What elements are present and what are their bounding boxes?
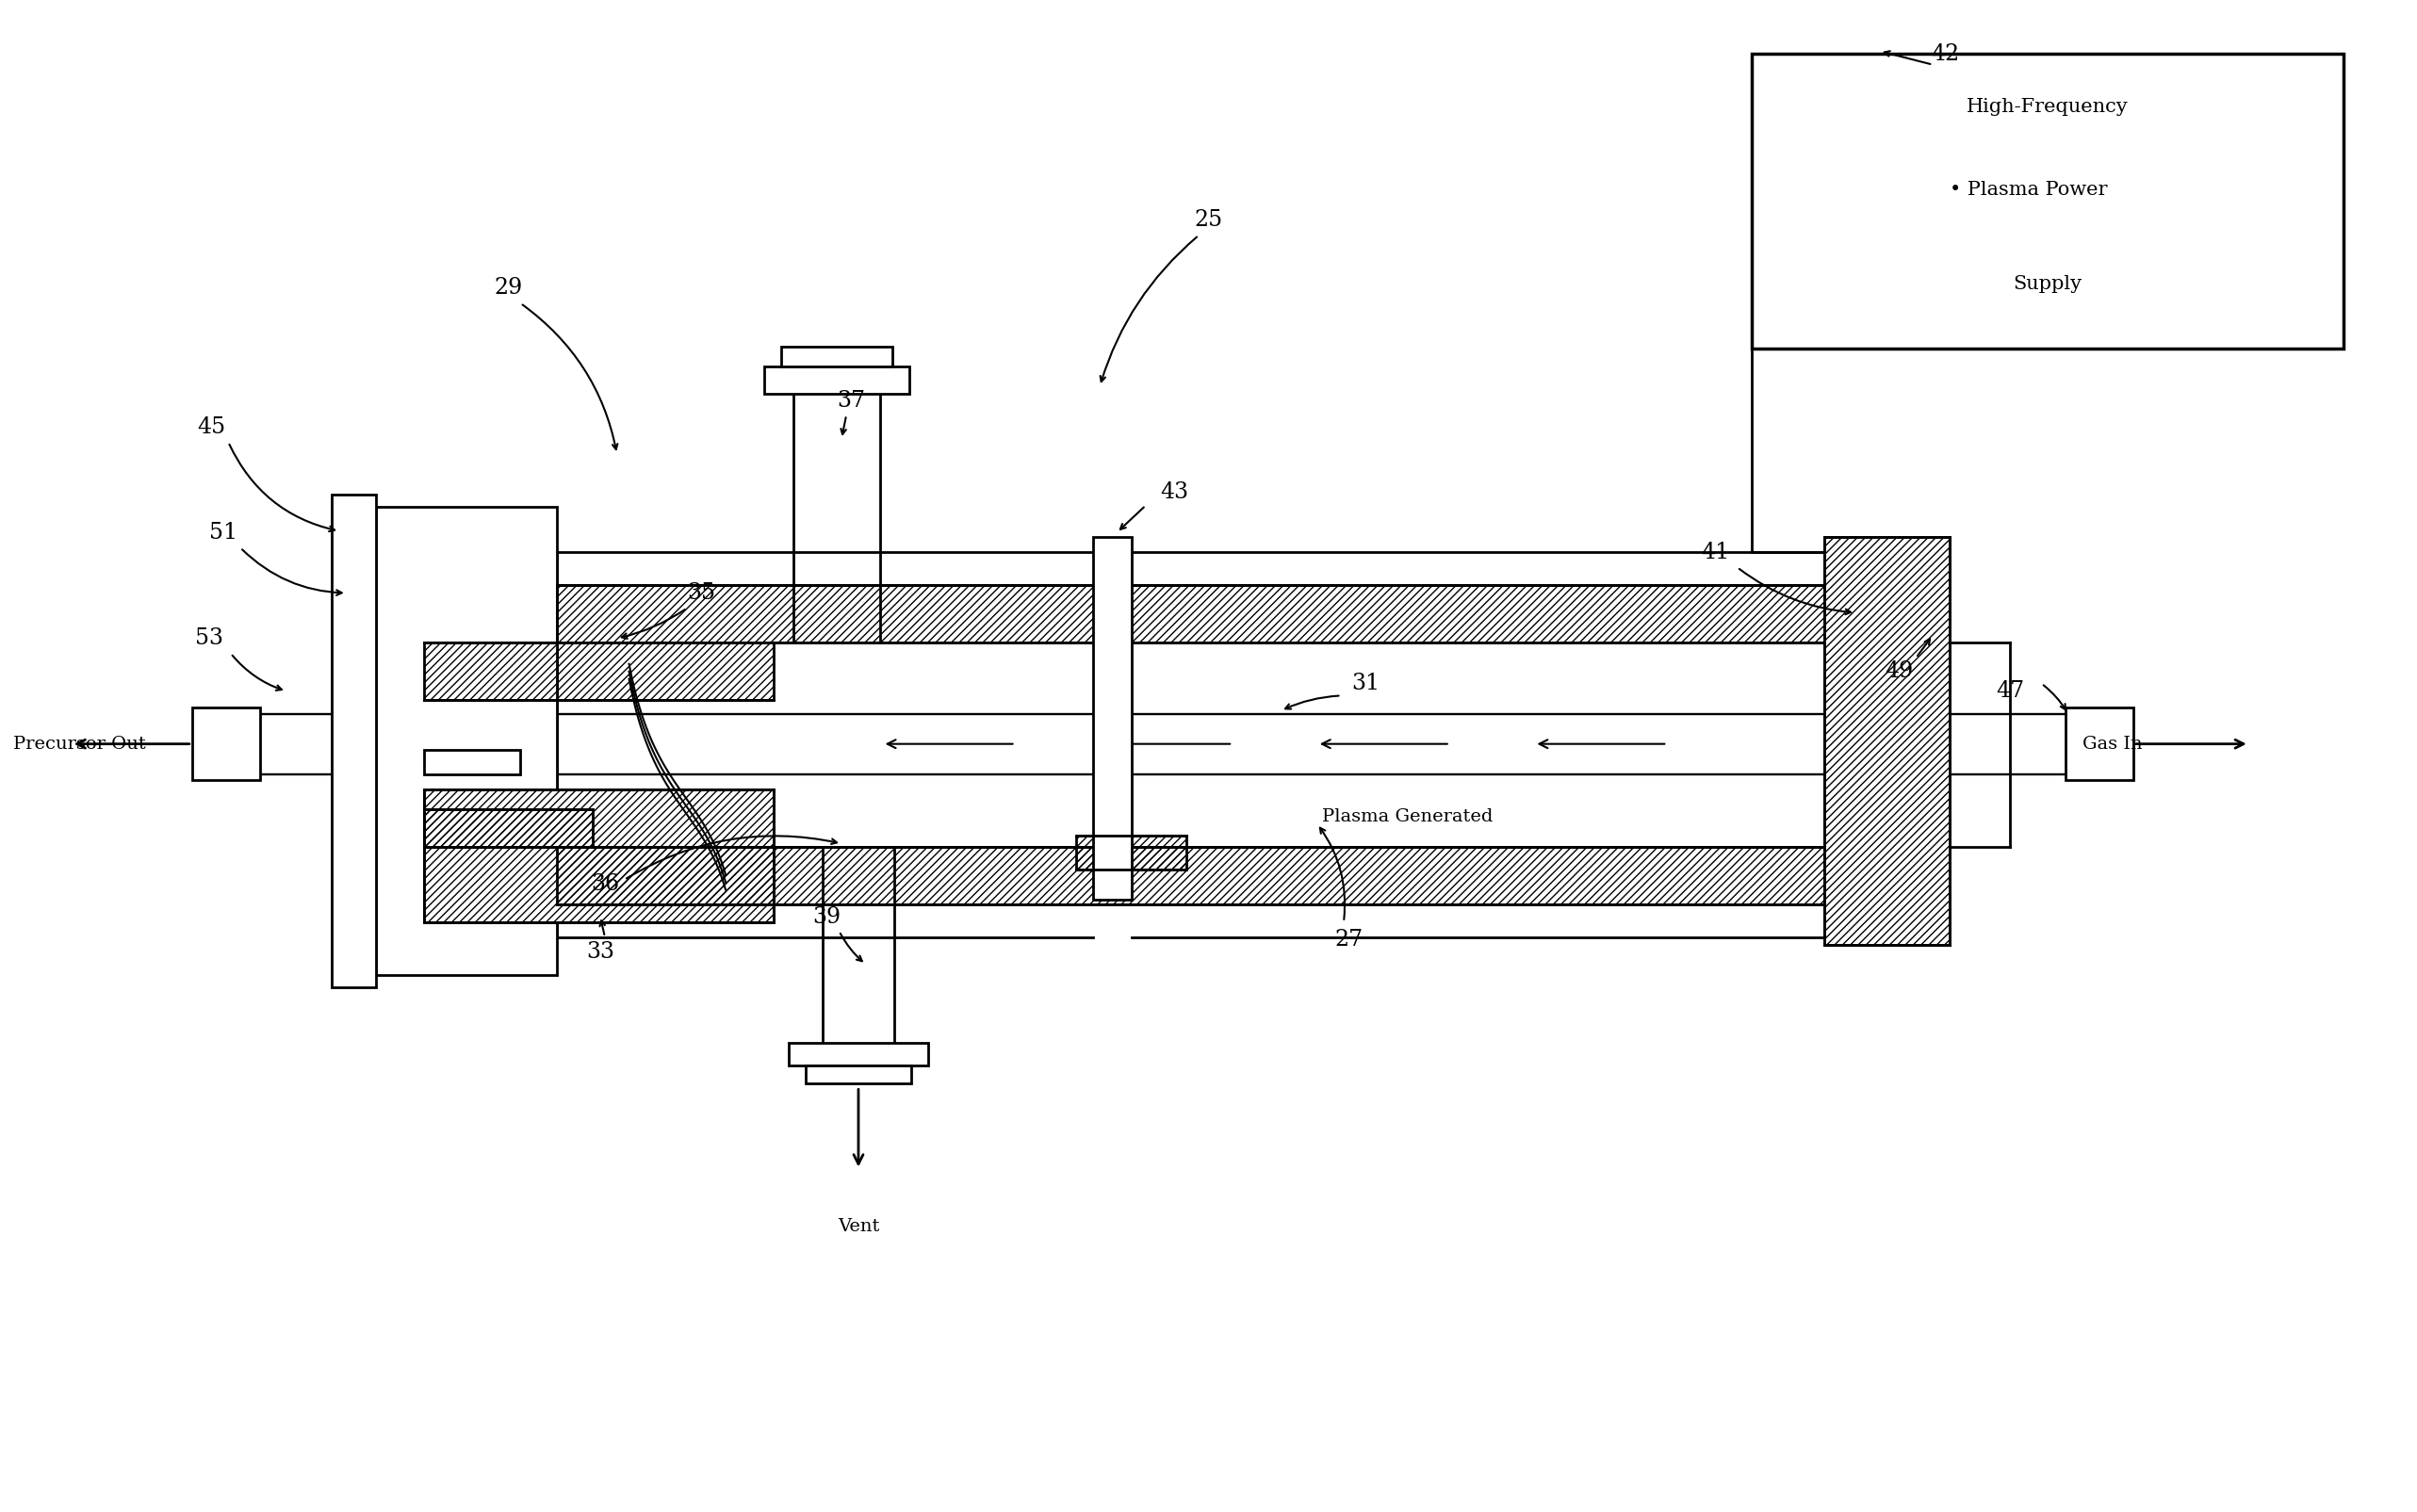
Text: Gas In: Gas In [2083, 735, 2141, 753]
Bar [2067, 708, 2134, 780]
Text: 43: 43 [1160, 481, 1189, 502]
Text: 53: 53 [196, 627, 222, 649]
Bar [1825, 537, 1951, 945]
Bar [1752, 54, 2342, 348]
Text: Plasma Generated: Plasma Generated [1322, 807, 1494, 826]
Bar [1825, 537, 1951, 945]
Bar [556, 585, 1825, 643]
Text: Vent: Vent [839, 1219, 880, 1235]
Text: 25: 25 [1194, 209, 1223, 231]
Text: 31: 31 [1351, 673, 1380, 694]
Text: Supply: Supply [2013, 275, 2081, 293]
Bar [191, 708, 259, 780]
Text: Precursor Out: Precursor Out [15, 735, 145, 753]
Bar [375, 507, 556, 975]
Text: 35: 35 [686, 582, 715, 603]
Text: 36: 36 [590, 874, 619, 895]
Text: 51: 51 [210, 522, 237, 543]
Bar [423, 789, 773, 922]
Bar [1076, 836, 1187, 869]
Bar [788, 1043, 928, 1066]
Text: High-Frequency: High-Frequency [1967, 98, 2129, 116]
Text: 39: 39 [812, 907, 841, 928]
Text: 47: 47 [1996, 680, 2025, 702]
Text: 41: 41 [1702, 541, 1731, 562]
Bar [423, 809, 592, 847]
Text: 37: 37 [836, 390, 865, 413]
Text: 49: 49 [1885, 661, 1914, 682]
Text: 27: 27 [1334, 930, 1363, 951]
Bar [423, 789, 773, 922]
Text: 45: 45 [198, 416, 225, 438]
Bar [781, 346, 892, 366]
Bar [556, 847, 1825, 904]
Text: • Plasma Power: • Plasma Power [1948, 180, 2108, 198]
Text: 29: 29 [493, 277, 522, 299]
Bar [556, 585, 1825, 643]
Text: 33: 33 [585, 942, 614, 963]
Text: 42: 42 [1931, 44, 1960, 65]
Bar [423, 750, 520, 774]
Bar [423, 643, 773, 700]
Bar [805, 1066, 911, 1084]
Bar [331, 494, 375, 987]
Bar [1092, 537, 1131, 900]
Bar [764, 366, 909, 393]
